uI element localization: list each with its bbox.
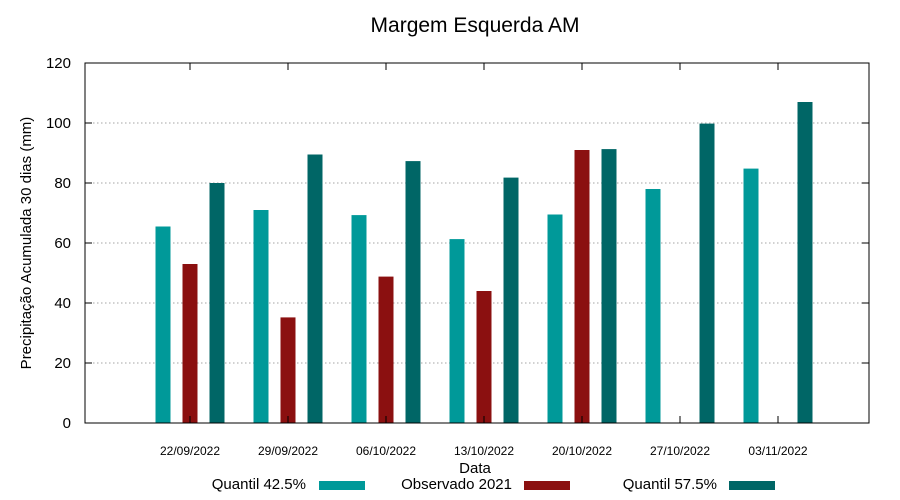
y-tick-label: 80 xyxy=(54,175,71,192)
x-axis-label: Data xyxy=(459,460,491,477)
x-tick-label: 06/10/2022 xyxy=(356,444,416,458)
bar xyxy=(743,168,759,423)
bar xyxy=(547,214,563,423)
bar xyxy=(378,276,394,423)
bar xyxy=(645,189,661,423)
bar xyxy=(699,123,715,423)
bar xyxy=(503,177,519,423)
bar xyxy=(351,215,367,423)
bar xyxy=(601,149,617,423)
bar xyxy=(155,226,171,423)
bar xyxy=(253,210,269,423)
y-tick-label: 100 xyxy=(46,115,71,132)
bar xyxy=(476,291,492,423)
legend-swatch xyxy=(729,481,775,490)
x-tick-label: 22/09/2022 xyxy=(160,444,220,458)
y-tick-label: 20 xyxy=(54,355,71,372)
x-tick-label: 29/09/2022 xyxy=(258,444,318,458)
bars xyxy=(155,102,813,423)
bar xyxy=(307,154,323,423)
legend-swatch xyxy=(524,481,570,490)
y-tick-label: 120 xyxy=(46,55,71,72)
legend-label: Quantil 57.5% xyxy=(623,476,717,493)
chart-title: Margem Esquerda AM xyxy=(371,14,580,37)
bar xyxy=(280,317,296,423)
y-tick-label: 0 xyxy=(63,415,71,432)
y-axis: 0 20 40 60 80 100 120 xyxy=(46,55,869,432)
x-tick-label: 03/11/2022 xyxy=(748,444,807,458)
legend-swatch xyxy=(319,481,365,490)
bar xyxy=(209,183,225,423)
bar xyxy=(182,264,198,423)
y-tick-label: 40 xyxy=(54,295,71,312)
x-tick-label: 27/10/2022 xyxy=(650,444,710,458)
x-tick-label: 13/10/2022 xyxy=(454,444,514,458)
x-axis: 22/09/2022 29/09/2022 06/10/2022 13/10/2022… xyxy=(160,63,808,458)
y-tick-label: 60 xyxy=(54,235,71,252)
x-tick-label: 20/10/2022 xyxy=(552,444,612,458)
bar xyxy=(574,150,590,423)
bar xyxy=(405,161,421,423)
legend-label: Quantil 42.5% xyxy=(212,476,306,493)
legend-label: Observado 2021 xyxy=(401,476,512,493)
bar xyxy=(449,239,465,423)
bar xyxy=(797,102,813,423)
y-axis-label: Precipitação Acumulada 30 dias (mm) xyxy=(18,117,35,370)
legend: Quantil 42.5% Observado 2021 Quantil 57.5% xyxy=(212,476,775,493)
